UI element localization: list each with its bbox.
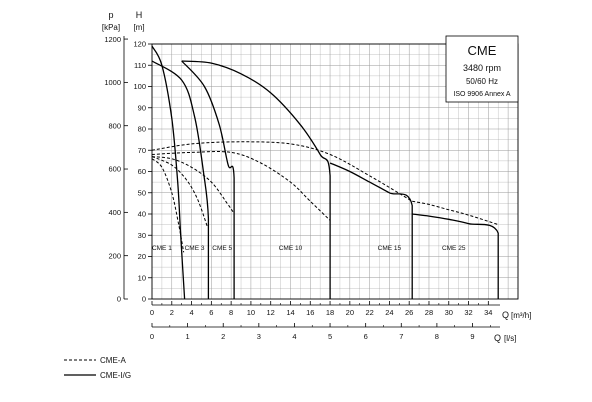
pressure-axis-unit: [kPa] xyxy=(102,23,120,32)
series-curve-5 xyxy=(412,213,499,299)
head-axis-unit: [m] xyxy=(133,23,144,32)
pressure-tick-label: 1200 xyxy=(104,35,121,44)
series-curve-1 xyxy=(151,60,210,299)
series-curve-9 xyxy=(151,151,331,221)
q-primary-tick-label: 12 xyxy=(267,308,275,317)
q-primary-tick-label: 8 xyxy=(229,308,233,317)
zone-label-2: CME 5 xyxy=(212,245,232,252)
q-primary-tick-label: 30 xyxy=(445,308,453,317)
q-primary-tick-label: 18 xyxy=(326,308,334,317)
q-primary-unit: [m³/h] xyxy=(511,311,531,320)
info-title: CME xyxy=(468,43,497,58)
head-tick-label: 10 xyxy=(138,273,146,282)
pressure-tick-label: 1000 xyxy=(104,78,121,87)
q-primary-tick-label: 10 xyxy=(247,308,255,317)
info-speed: 3480 rpm xyxy=(463,63,501,73)
pressure-tick-label: 400 xyxy=(108,208,121,217)
zone-label-0: CME 1 xyxy=(152,245,172,252)
zone-label-5: CME 25 xyxy=(442,245,466,252)
info-standard: ISO 9906 Annex A xyxy=(453,91,511,98)
head-tick-label: 80 xyxy=(138,125,146,134)
q-primary-tick-label: 20 xyxy=(346,308,354,317)
q-primary-label: Q xyxy=(502,310,509,320)
series-curve-2 xyxy=(181,60,235,299)
legend-cme-a: CME-A xyxy=(100,356,126,365)
q-primary-tick-label: 6 xyxy=(209,308,213,317)
legend-cme-ig: CME-I/G xyxy=(100,371,131,380)
q-primary-tick-label: 34 xyxy=(484,308,492,317)
zone-label-4: CME 15 xyxy=(378,245,402,252)
q-secondary-tick-label: 0 xyxy=(150,332,154,341)
head-tick-label: 120 xyxy=(133,40,146,49)
series-curve-0 xyxy=(151,45,186,300)
series-curve-8 xyxy=(151,156,234,213)
series-curve-4 xyxy=(329,162,413,299)
head-tick-label: 70 xyxy=(138,146,146,155)
series-curve-7 xyxy=(151,156,208,227)
q-primary-tick-label: 24 xyxy=(385,308,393,317)
pressure-tick-label: 800 xyxy=(108,121,121,130)
pressure-tick-label: 600 xyxy=(108,165,121,174)
head-tick-label: 110 xyxy=(134,61,146,70)
q-primary-tick-label: 26 xyxy=(405,308,413,317)
q-secondary-tick-label: 2 xyxy=(221,332,225,341)
q-primary-tick-label: 28 xyxy=(425,308,433,317)
zone-label-3: CME 10 xyxy=(279,245,303,252)
q-secondary-label: Q xyxy=(494,333,501,343)
q-secondary-tick-label: 4 xyxy=(292,332,296,341)
zone-labels: CME 1 CME 3 CME 5 CME 10 CME 15 CME 25 xyxy=(152,245,466,252)
head-tick-label: 50 xyxy=(138,188,146,197)
legend: CME-A CME-I/G xyxy=(64,356,131,380)
q-secondary-tick-label: 5 xyxy=(328,332,332,341)
pressure-tick-label: 200 xyxy=(108,251,121,260)
info-frequency: 50/60 Hz xyxy=(466,77,498,86)
series-curve-3 xyxy=(181,60,331,299)
q-primary-tick-label: 2 xyxy=(170,308,174,317)
axes: 0102030405060708090100110120020040060080… xyxy=(104,35,519,341)
q-secondary-tick-label: 1 xyxy=(186,332,190,341)
head-axis-label: H xyxy=(136,10,143,20)
pressure-tick-label: 0 xyxy=(117,295,121,304)
q-primary-tick-label: 32 xyxy=(464,308,472,317)
series-curve-6 xyxy=(151,158,185,253)
pressure-axis-label: p xyxy=(108,10,113,20)
q-secondary-tick-label: 7 xyxy=(399,332,403,341)
head-tick-label: 20 xyxy=(138,252,146,261)
q-primary-tick-label: 0 xyxy=(150,308,154,317)
zone-label-1: CME 3 xyxy=(185,245,205,252)
q-primary-tick-label: 14 xyxy=(286,308,294,317)
series-curve-10 xyxy=(151,141,413,202)
head-tick-label: 90 xyxy=(138,103,146,112)
head-tick-label: 100 xyxy=(133,82,146,91)
q-secondary-tick-label: 9 xyxy=(470,332,474,341)
q-secondary-tick-label: 3 xyxy=(257,332,261,341)
info-box: CME 3480 rpm 50/60 Hz ISO 9906 Annex A xyxy=(445,35,519,103)
q-secondary-tick-label: 8 xyxy=(435,332,439,341)
q-primary-tick-label: 22 xyxy=(365,308,373,317)
head-tick-label: 60 xyxy=(138,167,146,176)
series-curve-11 xyxy=(412,200,499,226)
head-tick-label: 40 xyxy=(138,210,146,219)
curves xyxy=(151,45,499,300)
q-primary-tick-label: 16 xyxy=(306,308,314,317)
head-tick-label: 30 xyxy=(138,231,146,240)
head-tick-label: 0 xyxy=(142,295,146,304)
q-secondary-unit: [l/s] xyxy=(504,334,516,343)
q-secondary-tick-label: 6 xyxy=(364,332,368,341)
q-primary-tick-label: 4 xyxy=(189,308,193,317)
